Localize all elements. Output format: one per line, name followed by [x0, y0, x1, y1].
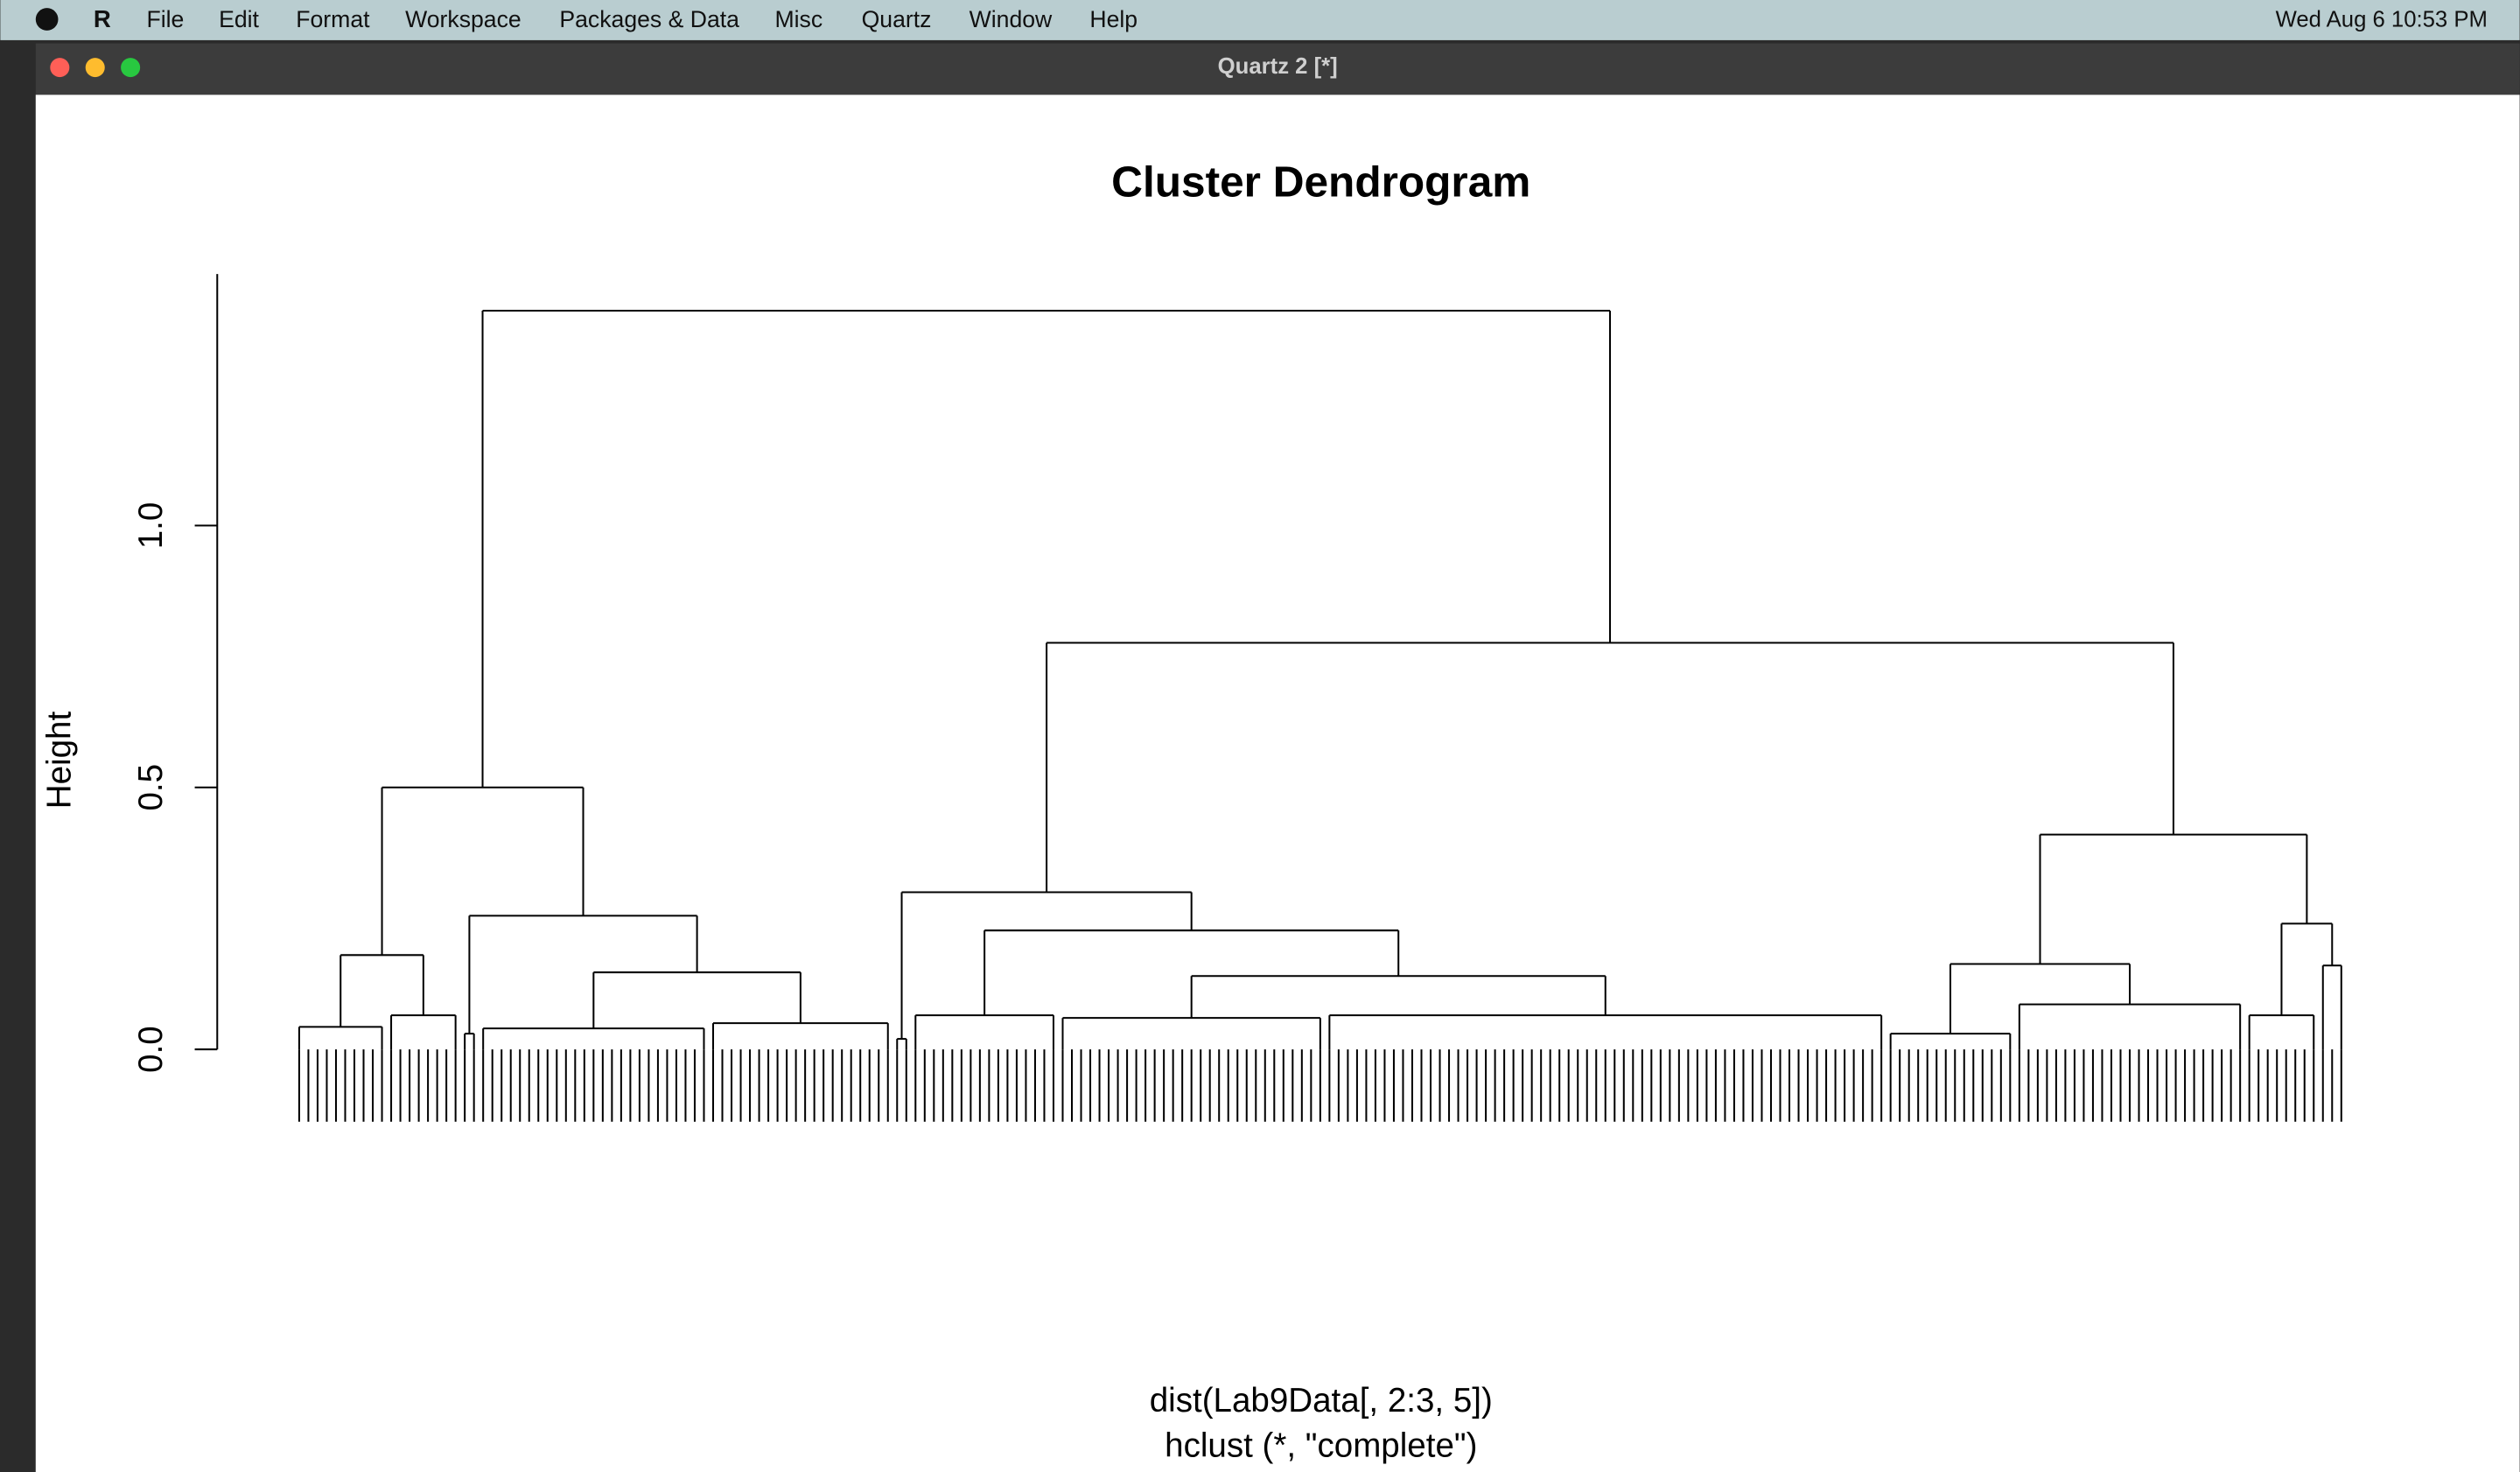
window-title: Quartz 2 [*] — [1218, 54, 1338, 79]
y-tick-label: 1.0 — [132, 502, 170, 550]
menu-item[interactable]: Help — [1089, 6, 1138, 32]
y-tick-label: 0.0 — [132, 1026, 170, 1073]
y-axis-label: Height — [40, 711, 78, 810]
menu-item[interactable]: Window — [970, 6, 1053, 32]
menu-item[interactable]: Packages & Data — [559, 6, 739, 32]
menu-item[interactable]: Quartz — [862, 6, 932, 32]
menu-item[interactable]: File — [146, 6, 184, 32]
menu-item[interactable]: Misc — [774, 6, 822, 32]
close-button[interactable] — [50, 58, 70, 78]
menubar — [0, 0, 2520, 40]
menu-item[interactable]: Format — [296, 6, 370, 32]
app-menu[interactable]: R — [94, 5, 111, 32]
plot-area — [35, 95, 2520, 1472]
zoom-button[interactable] — [121, 58, 141, 78]
menu-item[interactable]: Workspace — [405, 6, 522, 32]
chart-title: Cluster Dendrogram — [1111, 157, 1530, 206]
minimize-button[interactable] — [85, 58, 105, 78]
y-tick-label: 0.5 — [132, 764, 170, 811]
clock: Wed Aug 6 10:53 PM — [2276, 8, 2488, 32]
menu-item[interactable]: Edit — [219, 6, 259, 32]
apple-menu[interactable] — [35, 8, 59, 31]
title-bar — [35, 43, 2520, 95]
x-axis-label: dist(Lab9Data[, 2:3, 5]) — [1150, 1382, 1493, 1419]
x-axis-label: hclust (*, "complete") — [1165, 1427, 1477, 1465]
